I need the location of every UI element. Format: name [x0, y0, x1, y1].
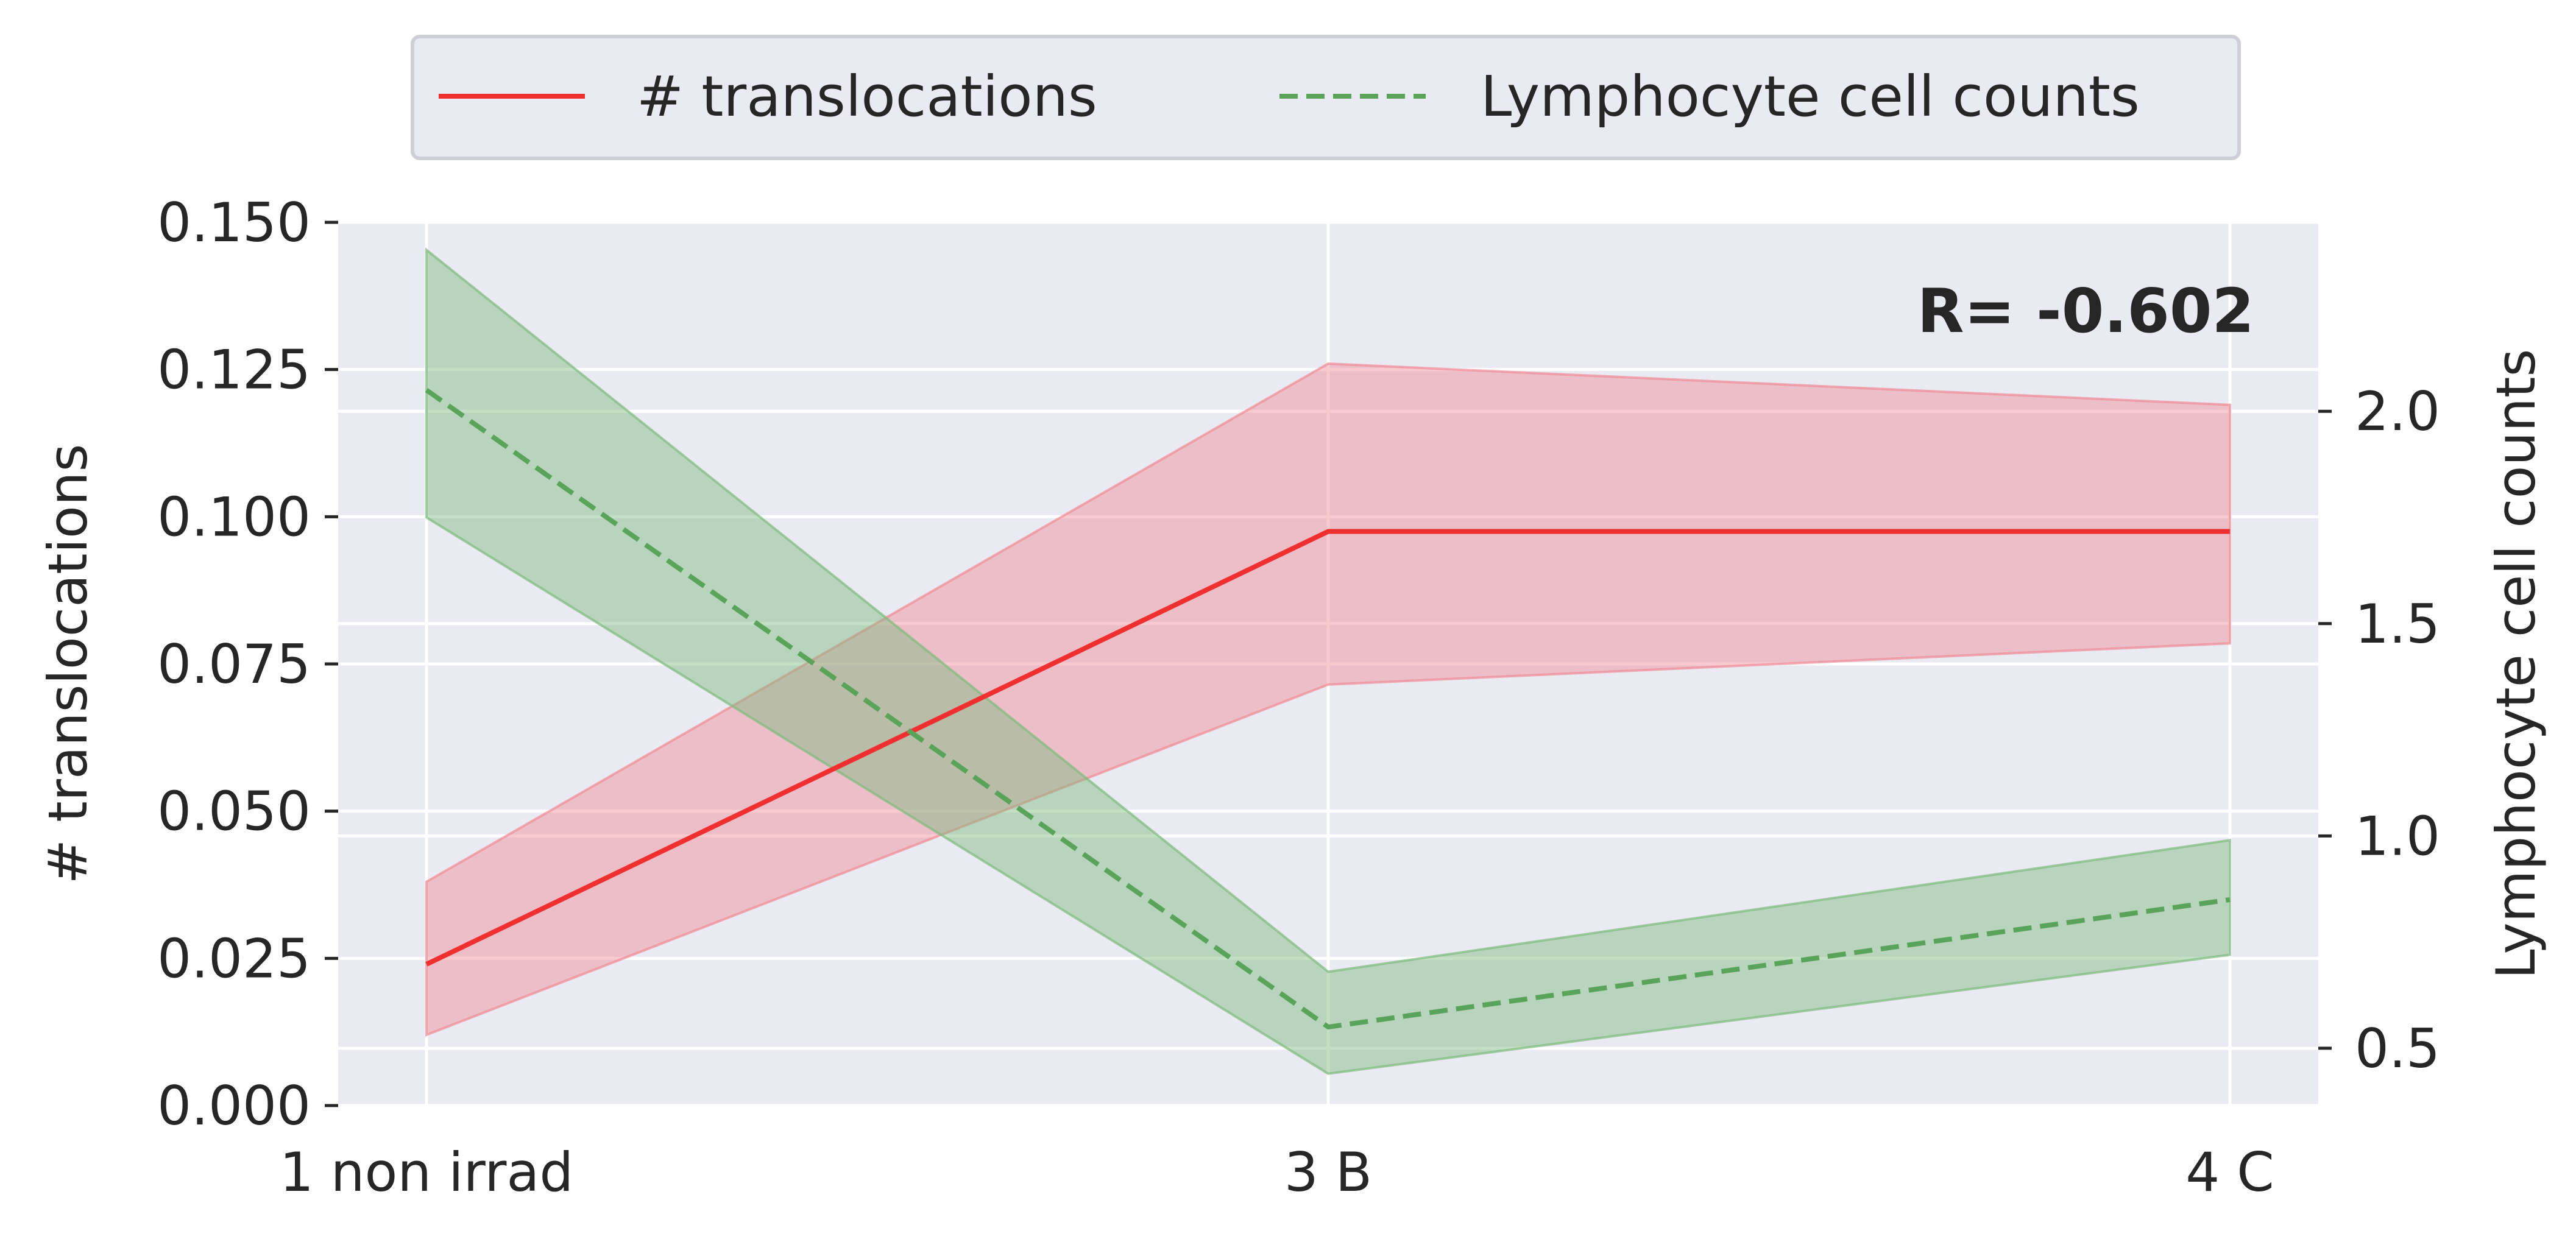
left-tick-label-3: 0.075 [157, 633, 311, 696]
line-series-0 [425, 529, 2230, 967]
left-axis-label: # translocations [37, 444, 99, 884]
left-axis-ticks: 0.000 0.025 0.050 0.075 0.100 0.125 0.150 [157, 191, 338, 1137]
left-tick-label-4: 0.100 [157, 485, 311, 548]
band-series-1 [425, 247, 2231, 1075]
x-axis-ticks: 1 non irrad 3 B 4 C [280, 1141, 2274, 1204]
correlation-annotation: R= -0.602 [1917, 275, 2254, 347]
point-series-1-0 [426, 389, 427, 390]
point-series-0-0 [426, 964, 427, 965]
right-tick-label-0: 0.5 [2355, 1017, 2440, 1080]
point-series-1-1 [1328, 1026, 1329, 1028]
right-tick-label-3: 2.0 [2355, 380, 2440, 443]
series-lines [425, 388, 2231, 1030]
right-tick-label-2: 1.5 [2355, 593, 2440, 655]
x-tick-label-2: 4 C [2185, 1141, 2274, 1204]
left-tick-label-0: 0.000 [157, 1074, 311, 1137]
legend-frame [411, 35, 2241, 160]
grid [338, 221, 2318, 1107]
left-tick-label-6: 0.150 [157, 191, 311, 254]
left-tick-label-2: 0.050 [157, 780, 311, 843]
point-series-0-2 [2229, 531, 2231, 532]
x-tick-label-0: 1 non irrad [280, 1141, 573, 1204]
legend-label-translocations: # translocations [637, 64, 1097, 129]
legend-label-lymphocyte: Lymphocyte cell counts [1481, 64, 2140, 129]
right-axis-label: Lymphocyte cell counts [2485, 349, 2547, 979]
x-tick-label-1: 3 B [1284, 1141, 1372, 1204]
point-series-0-1 [1328, 531, 1329, 532]
point-series-1-2 [2229, 899, 2231, 900]
line-series-1 [425, 388, 2231, 1030]
left-tick-label-5: 0.125 [157, 339, 311, 401]
right-axis-ticks: 0.5 1.0 1.5 2.0 [2318, 380, 2440, 1080]
legend: # translocations Lymphocyte cell counts [411, 35, 2241, 160]
right-tick-label-1: 1.0 [2355, 805, 2440, 867]
left-tick-label-1: 0.025 [157, 927, 311, 990]
